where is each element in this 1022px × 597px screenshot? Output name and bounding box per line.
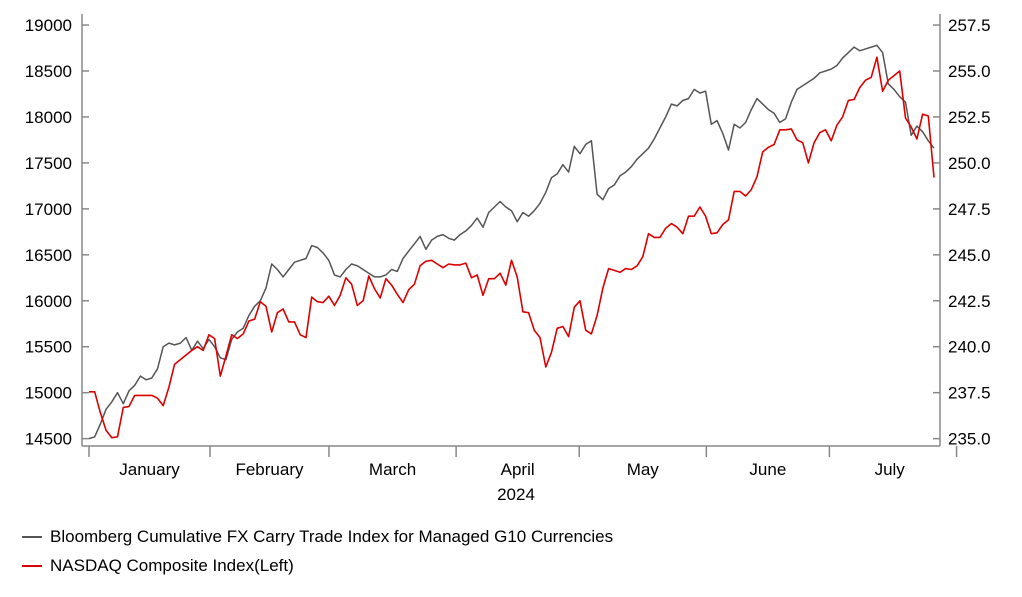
x-axis-year-label: 2024	[497, 485, 535, 504]
right-axis-tick-label: 255.0	[948, 62, 991, 81]
legend-label-carry-index: Bloomberg Cumulative FX Carry Trade Inde…	[50, 526, 614, 546]
x-axis-month-label: January	[119, 460, 180, 479]
right-axis-tick-label: 237.5	[948, 384, 991, 403]
left-axis-tick-label: 16000	[25, 292, 72, 311]
right-axis-tick-label: 235.0	[948, 430, 991, 449]
left-axis-tick-label: 14500	[25, 430, 72, 449]
series-layer	[88, 44, 935, 440]
series-line-nasdaq	[89, 56, 935, 439]
legend-label-nasdaq: NASDAQ Composite Index(Left)	[50, 555, 294, 575]
right-axis: 235.0 237.5 240.0 242.5 245.0 247.5 250.0 252.5…	[933, 14, 991, 449]
left-axis-tick-label: 17000	[25, 200, 72, 219]
left-axis-tick-label: 15000	[25, 384, 72, 403]
left-axis: 14500 15000 15500 16000 16500 17000 17500 18000…	[25, 14, 89, 449]
right-axis-tick-label: 247.5	[948, 200, 991, 219]
right-axis-tick-label: 245.0	[948, 246, 991, 265]
right-axis-tick-label: 250.0	[948, 154, 991, 173]
x-axis-month-label: July	[875, 460, 906, 479]
right-axis-tick-label: 240.0	[948, 338, 991, 357]
left-axis-tick-label: 15500	[25, 338, 72, 357]
left-axis-tick-label: 19000	[25, 16, 72, 35]
left-axis-tick-label: 16500	[25, 246, 72, 265]
x-axis-month-label: June	[749, 460, 786, 479]
x-axis-month-label: April	[501, 460, 535, 479]
series-line-carry-index	[88, 44, 935, 440]
left-axis-tick-label: 17500	[25, 154, 72, 173]
legend-item-carry-index: Bloomberg Cumulative FX Carry Trade Inde…	[22, 522, 613, 551]
legend: Bloomberg Cumulative FX Carry Trade Inde…	[22, 522, 613, 580]
x-axis: January February March April May June July	[82, 445, 958, 479]
left-axis-tick-label: 18500	[25, 62, 72, 81]
left-axis-tick-label: 18000	[25, 108, 72, 127]
x-axis-month-label: May	[627, 460, 660, 479]
legend-swatch-nasdaq	[22, 564, 42, 567]
right-axis-tick-label: 242.5	[948, 292, 991, 311]
right-axis-tick-label: 252.5	[948, 108, 991, 127]
legend-swatch-carry-index	[22, 535, 42, 538]
x-axis-month-label: February	[235, 460, 304, 479]
legend-item-nasdaq: NASDAQ Composite Index(Left)	[22, 551, 613, 580]
right-axis-tick-label: 257.5	[948, 16, 991, 35]
x-axis-month-label: March	[369, 460, 416, 479]
